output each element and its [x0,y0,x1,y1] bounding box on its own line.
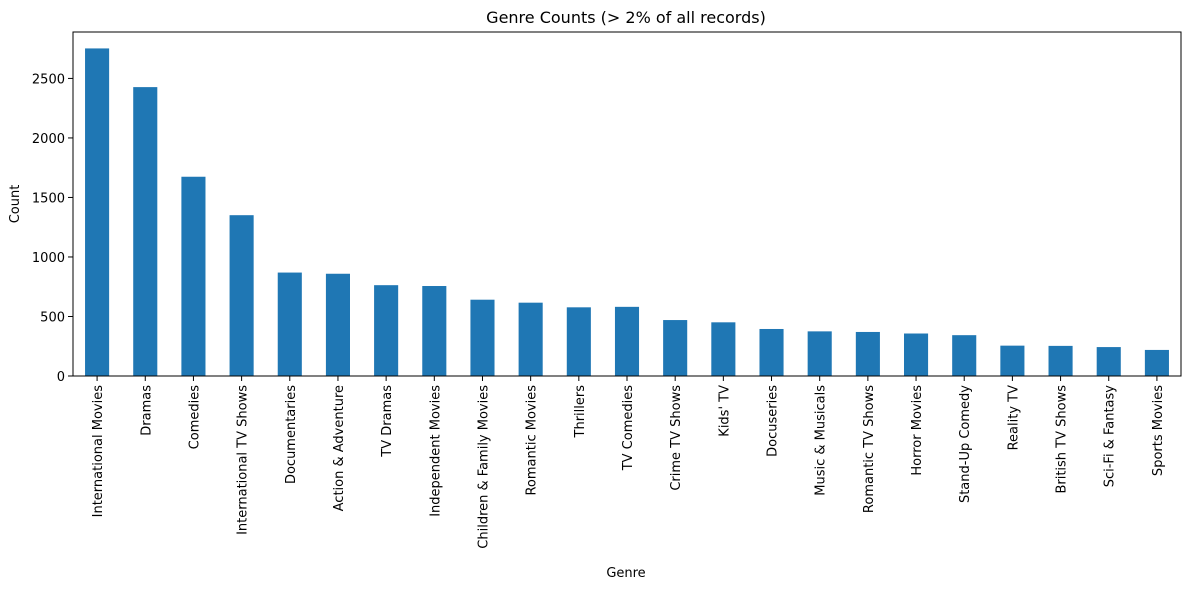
x-tick-label: Comedies [187,385,202,450]
bar [1048,345,1073,376]
bar [85,48,110,376]
bar [1096,347,1121,376]
plot-frame [72,31,1182,377]
x-axis-label: Genre [606,566,645,581]
x-tick-label: British TV Shows [1055,385,1070,494]
x-tick-label: Sports Movies [1151,385,1166,476]
x-tick-label: Music & Musicals [814,385,829,496]
bar [807,331,832,376]
x-axis: International Movies Dramas Comedies Intern… [91,376,1166,549]
bar [1144,349,1169,376]
bar [325,273,350,376]
bar [904,333,929,376]
bar [374,285,399,376]
bar [566,307,591,376]
x-tick-label: International Movies [91,385,106,518]
x-tick-label: Reality TV [1006,385,1021,451]
bar [470,299,495,376]
x-tick-label: Children & Family Movies [476,385,491,549]
x-tick-label: Thrillers [573,385,588,439]
x-tick-label: Kids' TV [717,385,732,437]
bar [277,272,302,376]
x-tick-label: Romantic TV Shows [862,385,877,513]
y-axis-label: Count [8,185,23,224]
y-tick-label: 2500 [32,72,65,87]
bar [1000,345,1025,376]
bar [663,320,688,376]
x-tick-label: International TV Shows [236,385,251,535]
bar [133,87,158,376]
x-tick-label: TV Comedies [621,385,636,472]
x-tick-label: TV Dramas [380,385,395,458]
bar [229,215,254,376]
y-tick-label: 0 [57,370,65,385]
bar [952,335,977,376]
x-tick-label: Stand-Up Comedy [958,385,973,503]
bar [518,302,543,376]
chart-title: Genre Counts (> 2% of all records) [486,8,766,27]
x-tick-label: Docuseries [766,385,781,457]
bars-group [85,48,1169,376]
y-tick-label: 1000 [32,251,65,266]
bar [711,322,736,376]
x-tick-label: Documentaries [284,385,299,484]
y-tick-label: 1500 [32,191,65,206]
bar [614,306,640,376]
bar [759,328,784,376]
y-tick-label: 500 [40,310,65,325]
x-tick-label: Horror Movies [910,385,925,476]
x-tick-label: Crime TV Shows [669,385,684,491]
bar [855,331,880,376]
x-tick-label: Action & Adventure [332,385,347,511]
y-tick-label: 2000 [32,132,65,147]
x-tick-label: Dramas [139,385,154,436]
x-tick-label: Romantic Movies [525,385,540,496]
x-tick-label: Independent Movies [428,385,443,517]
bar [422,286,447,376]
x-tick-label: Sci-Fi & Fantasy [1103,385,1118,488]
bar [181,176,206,376]
y-axis: 0 500 1000 1500 2000 2500 [32,72,73,385]
